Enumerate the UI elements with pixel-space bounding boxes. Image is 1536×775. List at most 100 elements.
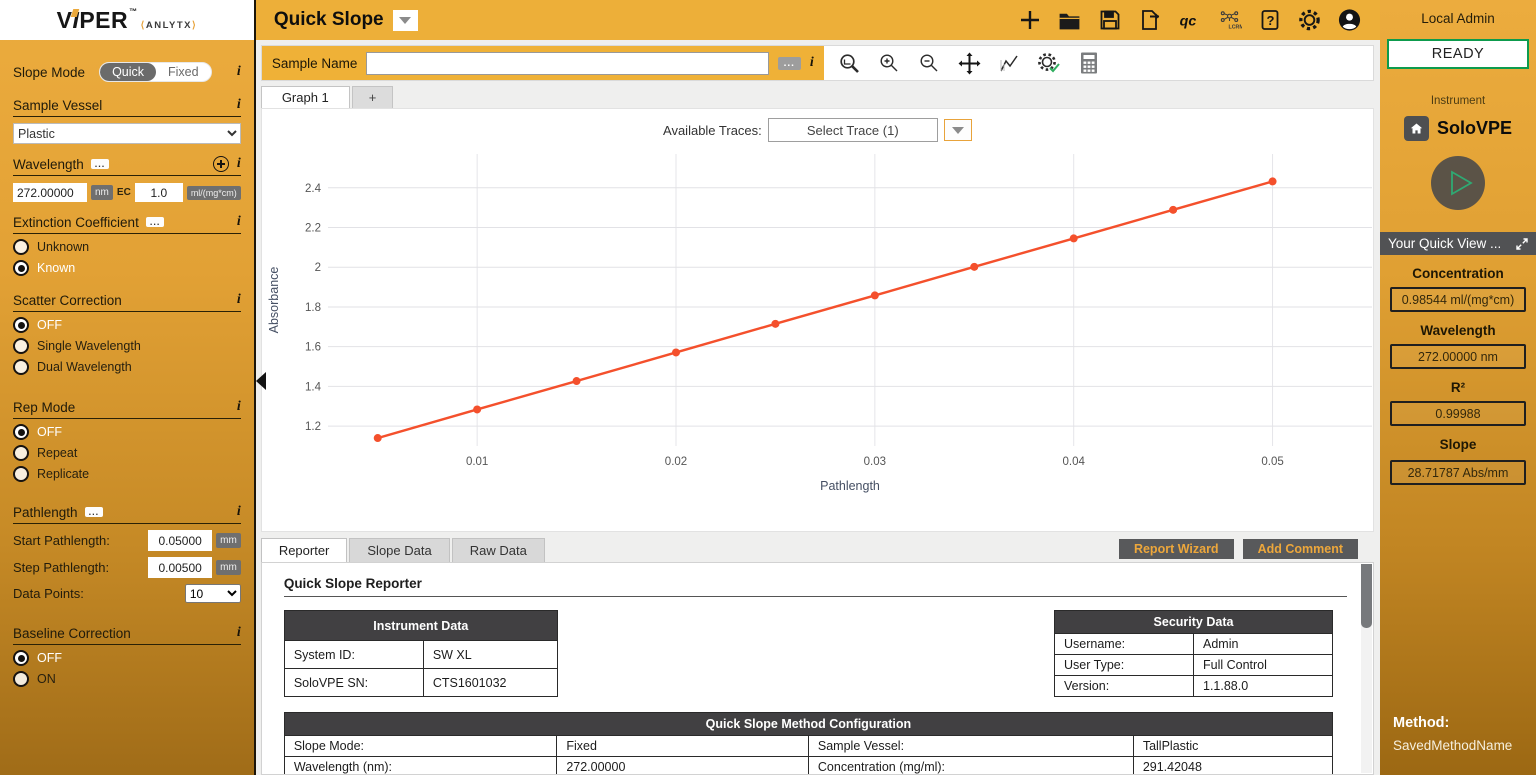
home-icon[interactable] — [1403, 116, 1429, 141]
radio-replicate[interactable]: Replicate — [13, 466, 241, 482]
tab-raw-data[interactable]: Raw Data — [451, 538, 545, 562]
tab-graph-1[interactable]: Graph 1 — [260, 86, 350, 108]
svg-text:0.04: 0.04 — [1062, 456, 1085, 468]
logo-text: V — [56, 6, 73, 33]
tab-reporter[interactable]: Reporter — [260, 538, 348, 562]
logo-i-glyph: I — [72, 6, 80, 33]
bracket-right: ⟩ — [191, 19, 198, 31]
extinction-coefficient-section: Extinction Coefficient ... i — [13, 214, 241, 234]
expand-icon[interactable] — [1516, 237, 1528, 250]
svg-text:2.4: 2.4 — [305, 183, 322, 195]
left-sidebar: V I PER ™ ⟨ANLYTX⟩ Slope Mode Quick Fixed … — [0, 0, 256, 775]
info-icon[interactable]: i — [236, 97, 241, 112]
lcrm-icon[interactable]: LCRM — [1217, 8, 1242, 33]
trace-dropdown-button[interactable] — [943, 119, 972, 141]
bracket-left: ⟨ — [140, 19, 146, 31]
data-tables-row: Instrument Data System ID: SW XL SoloVPE … — [283, 609, 1347, 697]
scrollbar-thumb[interactable] — [1361, 564, 1372, 628]
trace-chart-icon[interactable] — [998, 52, 1021, 75]
trace-select[interactable]: Select Trace (1) — [767, 118, 938, 142]
radio-baseline-off[interactable]: OFF — [13, 650, 241, 666]
report-wizard-button[interactable]: Report Wizard — [1118, 539, 1234, 559]
graph-panel: Available Traces: Select Trace (1) 0.01 0… — [260, 108, 1374, 532]
radio-dual-wavelength[interactable]: Dual Wavelength — [13, 359, 241, 375]
rep-mode-label: Rep Mode — [13, 399, 76, 415]
info-icon[interactable]: i — [236, 504, 241, 519]
info-icon[interactable]: i — [236, 214, 241, 229]
quick-view-header[interactable]: Your Quick View ... — [1380, 232, 1536, 255]
center-column: Quick Slope qc LCRM — [255, 0, 1380, 775]
pan-icon[interactable] — [958, 52, 981, 75]
slope-label: Slope — [1439, 437, 1477, 452]
svg-text:Pathlength: Pathlength — [820, 479, 880, 493]
info-icon[interactable]: i — [236, 399, 241, 414]
add-comment-button[interactable]: Add Comment — [1242, 539, 1358, 559]
zoom-in-icon[interactable] — [878, 52, 901, 75]
table-title: Instrument Data — [283, 609, 558, 642]
ec-input[interactable] — [134, 183, 183, 202]
slope-mode-fixed[interactable]: Fixed — [168, 65, 199, 79]
radio-checked-icon — [13, 424, 29, 440]
radio-scatter-off[interactable]: OFF — [13, 317, 241, 333]
pathlength-more-icon[interactable]: ... — [84, 507, 104, 517]
sample-name-more-icon[interactable]: ... — [777, 56, 801, 70]
main-area: Sample Name ... i — [256, 40, 1380, 775]
mode-dropdown-button[interactable] — [392, 9, 418, 31]
info-icon[interactable]: i — [236, 625, 241, 640]
radio-known[interactable]: Known — [13, 260, 241, 276]
slope-mode-toggle[interactable]: Quick Fixed — [99, 62, 212, 82]
chart-svg[interactable]: 0.01 0.02 0.03 0.04 0.05 1.2 1.4 1.6 1.8 2 2.2 2.4 P… — [262, 146, 1380, 498]
zoom-out-icon[interactable] — [918, 52, 941, 75]
logo-strip: V I PER ™ ⟨ANLYTX⟩ — [0, 0, 254, 40]
calculator-icon[interactable] — [1078, 52, 1101, 75]
info-icon[interactable]: i — [236, 156, 241, 171]
logo-text-2: PER — [79, 6, 129, 33]
wavelength-input[interactable] — [13, 183, 87, 202]
qc-icon[interactable]: qc — [1177, 8, 1202, 33]
play-button[interactable] — [1431, 156, 1485, 210]
radio-unknown[interactable]: Unknown — [13, 239, 241, 255]
sample-name-label: Sample Name — [271, 55, 358, 71]
export-report-icon[interactable] — [1137, 8, 1162, 33]
wavelength-more-icon[interactable]: ... — [90, 159, 110, 169]
radio-baseline-on[interactable]: ON — [13, 671, 241, 687]
slope-mode-quick[interactable]: Quick — [100, 63, 157, 81]
data-points-select[interactable]: 10 — [184, 584, 241, 603]
pathlength-label: Pathlength — [13, 504, 78, 520]
available-traces-label: Available Traces: — [663, 122, 762, 138]
trace-settings-icon[interactable] — [1037, 52, 1061, 75]
zoom-extents-icon[interactable] — [838, 52, 861, 75]
help-icon[interactable]: ? — [1257, 8, 1282, 33]
sample-vessel-select[interactable]: Plastic — [13, 123, 241, 144]
ec-more-icon[interactable]: ... — [145, 217, 165, 227]
ec-unit-badge: ml/(mg*cm) — [186, 185, 241, 200]
logged-in-user: Local Admin — [1421, 11, 1495, 26]
add-graph-tab[interactable]: + — [351, 86, 394, 108]
info-icon[interactable]: i — [236, 64, 241, 79]
radio-rep-off[interactable]: OFF — [13, 424, 241, 440]
radio-icon — [13, 671, 29, 687]
data-points-row: Data Points: 10 — [13, 584, 241, 603]
settings-gear-icon[interactable] — [1297, 8, 1322, 33]
account-icon[interactable] — [1337, 8, 1362, 33]
info-icon[interactable]: i — [809, 55, 814, 70]
new-icon[interactable] — [1017, 8, 1042, 33]
radio-single-wavelength[interactable]: Single Wavelength — [13, 338, 241, 354]
save-icon[interactable] — [1097, 8, 1122, 33]
open-folder-icon[interactable] — [1057, 8, 1082, 33]
graph-tab-bar: Graph 1 + — [260, 86, 1374, 108]
method-configuration-table: Quick Slope Method Configuration Slope M… — [283, 712, 1334, 774]
radio-icon — [13, 445, 29, 461]
add-wavelength-icon[interactable] — [212, 156, 229, 172]
info-icon[interactable]: i — [236, 292, 241, 307]
start-pathlength-input[interactable] — [148, 530, 213, 551]
radio-repeat[interactable]: Repeat — [13, 445, 241, 461]
tab-slope-data[interactable]: Slope Data — [349, 538, 450, 562]
scrollbar-track[interactable] — [1361, 564, 1372, 773]
sidebar-collapse-handle[interactable] — [255, 372, 266, 390]
sample-name-input[interactable] — [366, 51, 769, 75]
wavelength-section: Wavelength ... i — [13, 156, 241, 176]
step-pathlength-input[interactable] — [148, 557, 213, 578]
start-pathlength-row: Start Pathlength: mm — [13, 530, 241, 551]
